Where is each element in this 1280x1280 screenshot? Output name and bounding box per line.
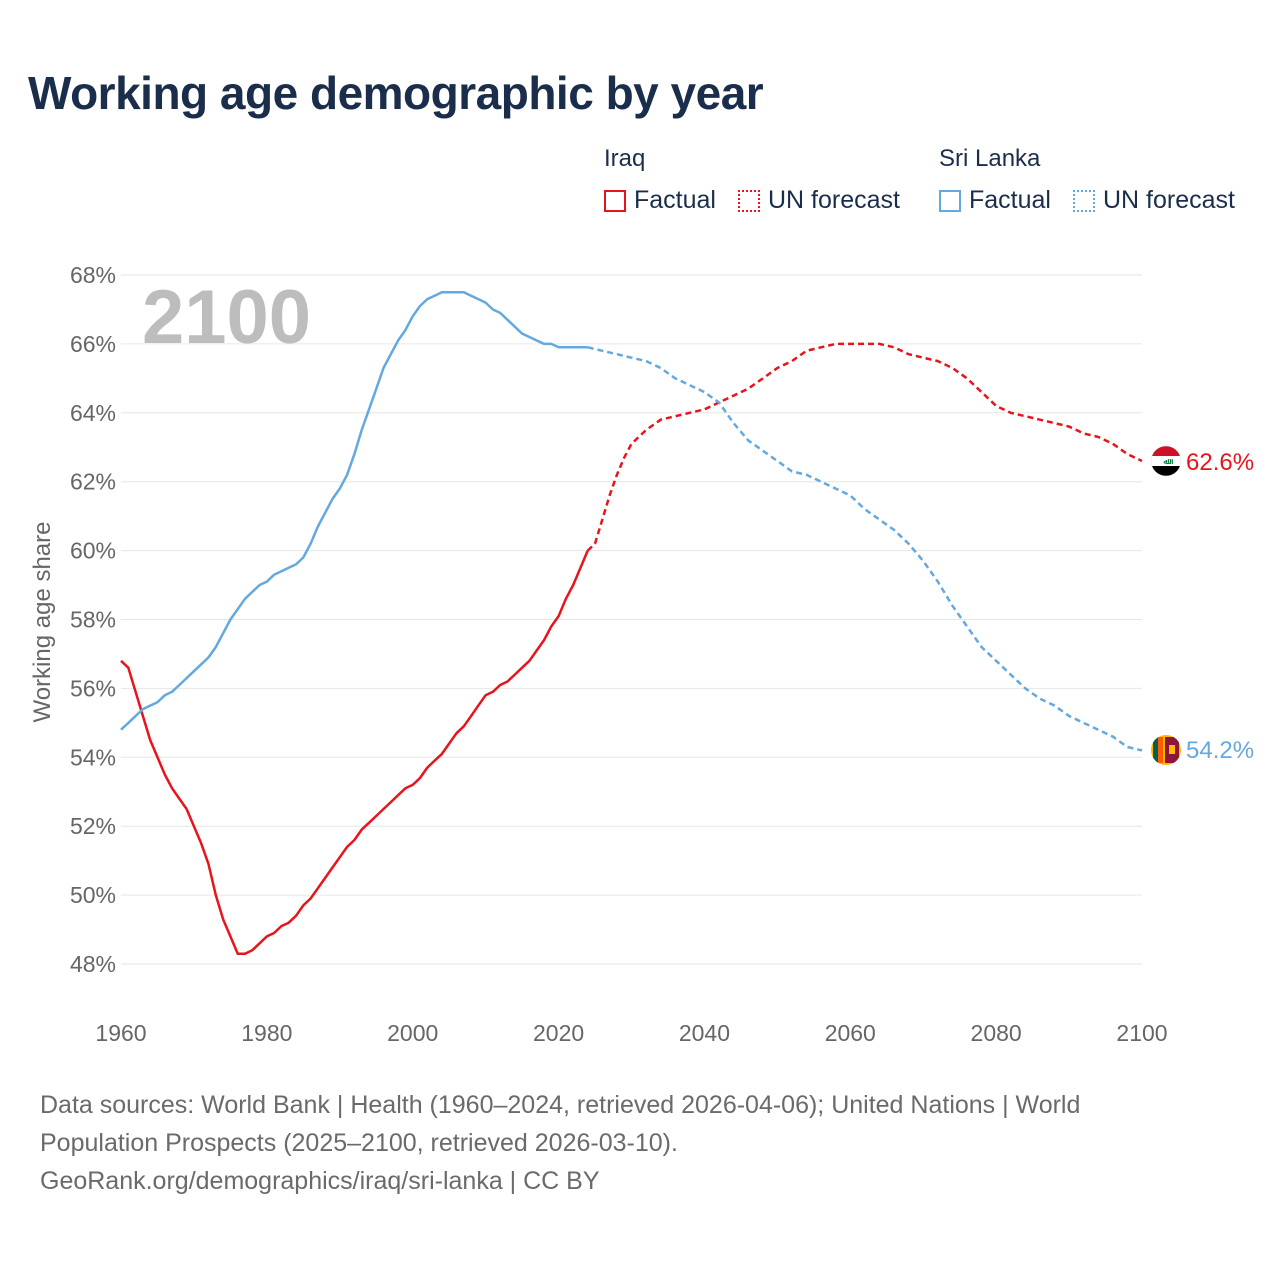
y-tick-label: 66% [70, 331, 116, 357]
y-tick-label: 56% [70, 675, 116, 701]
legend-iraq-title: Iraq [604, 145, 646, 172]
y-tick-label: 54% [70, 744, 116, 770]
legend-iraq-factual-label: Factual [634, 186, 716, 214]
iraq-factual-line[interactable] [120, 550, 589, 955]
x-tick-label: 2040 [679, 1020, 730, 1046]
x-tick-label: 2000 [387, 1020, 438, 1046]
sri-lanka-flag-icon [1151, 735, 1181, 765]
sources-line-2: Population Prospects (2025–2100, retriev… [40, 1129, 678, 1157]
y-tick-label: 50% [70, 882, 116, 908]
sources-link-line[interactable]: GeoRank.org/demographics/iraq/sri-lanka … [40, 1167, 600, 1195]
legend-sri-lanka-factual-label: Factual [969, 186, 1051, 214]
iraq-flag-icon: ﷲ [1150, 445, 1182, 477]
y-tick-label: 68% [70, 262, 116, 288]
x-tick-label: 2060 [825, 1020, 876, 1046]
x-tick-label: 2080 [971, 1020, 1022, 1046]
x-tick-label: 1980 [241, 1020, 292, 1046]
year-overlay: 2100 [142, 275, 311, 360]
y-axis-label: Working age share [29, 522, 56, 723]
line-chart: 48%50%52%54%56%58%60%62%64%66%68% 1960 19… [29, 262, 1254, 1046]
y-tick-label: 58% [70, 607, 116, 633]
legend-iraq-factual[interactable]: Factual [604, 186, 716, 215]
legend-sri-lanka-factual-swatch [939, 189, 961, 212]
legend-sri-lanka-factual[interactable]: Factual [939, 186, 1051, 215]
x-tick-label: 2100 [1116, 1020, 1167, 1046]
iraq-forecast-line[interactable] [586, 342, 1143, 552]
legend-sri-lanka-title: Sri Lanka [939, 145, 1041, 172]
sources-line-1: Data sources: World Bank | Health (1960–… [40, 1091, 1081, 1119]
y-tick-label: 48% [70, 951, 116, 977]
y-tick-label: 64% [70, 400, 116, 426]
series-lines [120, 290, 1143, 955]
sri-lanka-end-value-label: 54.2% [1186, 737, 1254, 764]
x-tick-label: 1960 [95, 1020, 146, 1046]
y-tick-label: 60% [70, 538, 116, 564]
y-tick-label: 62% [70, 469, 116, 495]
legend-iraq-forecast-swatch [738, 189, 760, 212]
data-sources-footer: Data sources: World Bank | Health (1960–… [40, 1086, 1240, 1200]
legend-iraq-forecast-label: UN forecast [768, 186, 900, 214]
y-axis-ticks: 48% 50% 52% 54% 56% 58% 60% 62% 64% 66% 68% [70, 262, 116, 977]
grid-lines [121, 274, 1142, 965]
chart-title: Working age demographic by year [28, 67, 764, 119]
iraq-end-value-label: 62.6% [1186, 449, 1254, 476]
sri-lanka-factual-line[interactable] [120, 290, 588, 731]
legend-sri-lanka-forecast-swatch [1073, 189, 1095, 212]
x-tick-label: 2020 [533, 1020, 584, 1046]
sri-lanka-forecast-line[interactable] [587, 346, 1143, 752]
legend-sri-lanka-forecast[interactable]: UN forecast [1073, 186, 1235, 215]
legend-sri-lanka-forecast-label: UN forecast [1103, 186, 1235, 214]
legend-iraq-forecast[interactable]: UN forecast [738, 186, 900, 215]
x-axis-ticks: 1960 1980 2000 2020 2040 2060 2080 2100 [95, 1020, 1167, 1046]
y-tick-label: 52% [70, 813, 116, 839]
legend-iraq-factual-swatch [604, 189, 626, 212]
